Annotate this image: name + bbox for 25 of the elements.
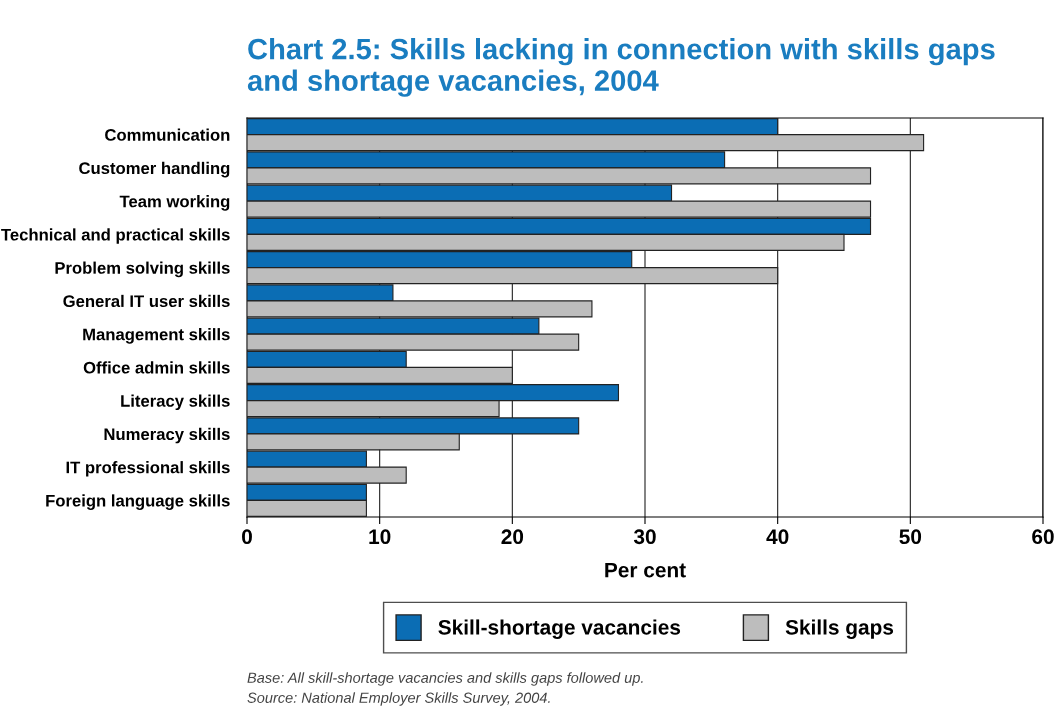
y-tick-label: Management skills	[83, 328, 230, 344]
text: Base: All skill-shortage vacancies and skills gaps followed up.	[247, 672, 643, 686]
y-tick-label: General IT user skills	[63, 294, 230, 308]
x-tick-label: 40	[766, 529, 789, 545]
x-tick-label: 60	[1032, 529, 1054, 545]
x-tick-label: 30	[633, 529, 656, 545]
y-tick-label: Communication	[105, 128, 230, 141]
source-note: Source: National Employer Skills Survey, 2004.	[247, 692, 550, 706]
legend-label: Skill-shortage vacancies	[438, 619, 681, 639]
chart-title: Chart 2.5: Skills lacking in connection with skills gaps and shortage vacancies, 2004	[247, 38, 995, 97]
legend-label: Skills gaps	[785, 619, 894, 639]
x-tick-label: 20	[501, 529, 524, 545]
x-tick-label: 50	[899, 529, 922, 545]
y-tick-label: Team working	[119, 195, 230, 211]
y-tick-label: Problem solving skills	[55, 261, 230, 278]
y-tick-label: Literacy skills	[121, 394, 230, 411]
x-axis-title: Per cent	[605, 562, 686, 578]
y-tick-label: Numeracy skills	[104, 427, 230, 444]
y-tick-label: Customer handling	[79, 161, 230, 178]
y-tick-label: IT professional skills	[66, 461, 230, 477]
x-tick-label: 10	[369, 529, 391, 545]
y-tick-label: Office admin skills	[83, 361, 230, 374]
y-tick-label: Technical and practical skills	[1, 228, 230, 244]
x-tick-label: 0	[242, 529, 252, 545]
y-tick-label: Foreign language skills	[46, 494, 230, 510]
